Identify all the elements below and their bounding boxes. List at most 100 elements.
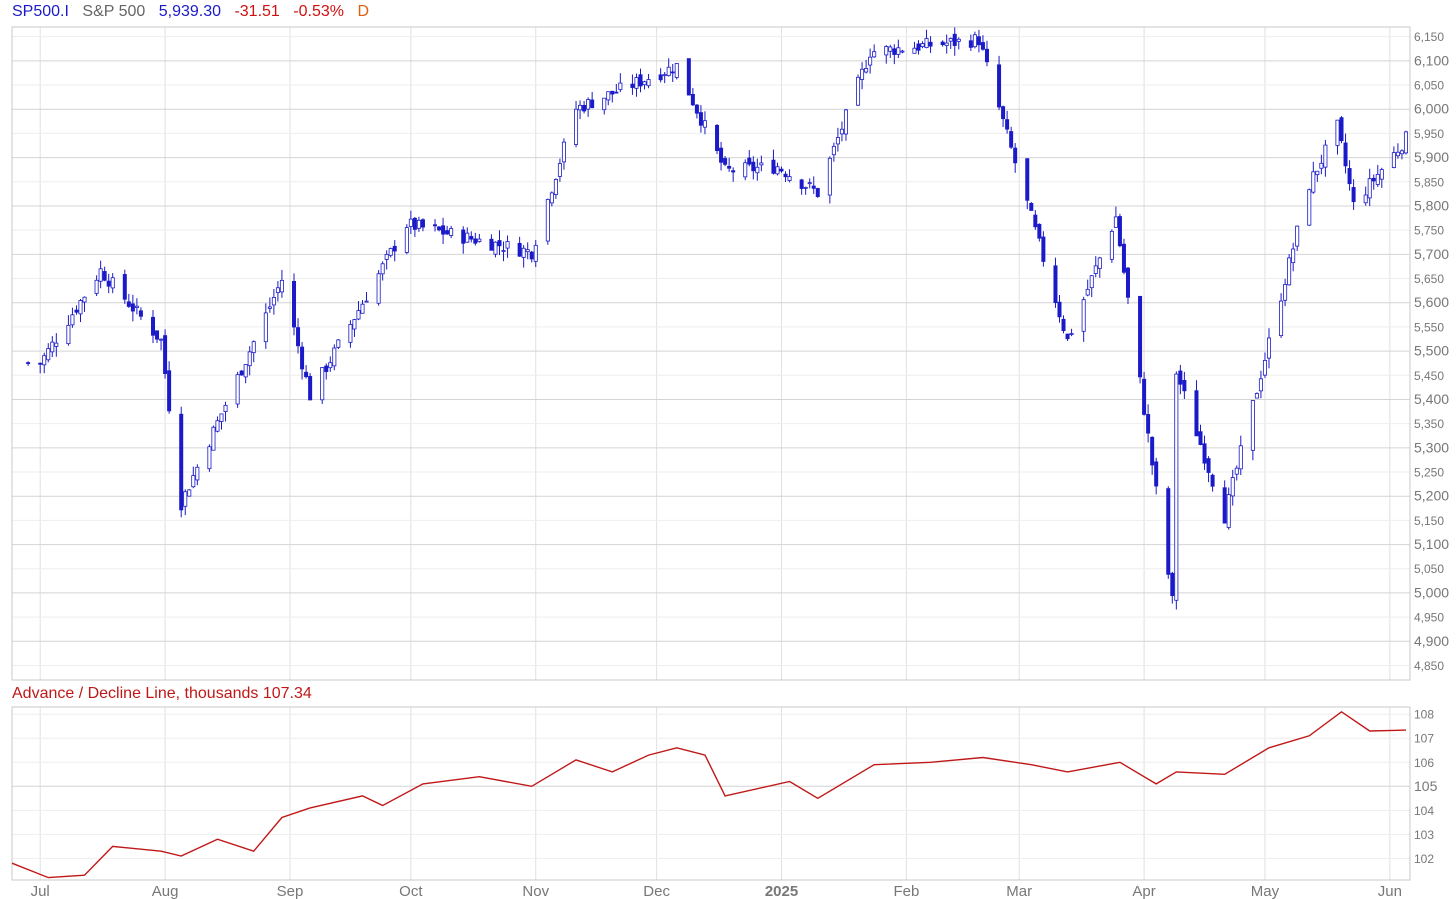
candle-body (1125, 267, 1130, 298)
price-axis-tick-label: 4,850 (1414, 659, 1444, 673)
candle-body (1258, 378, 1263, 392)
candle-body (1307, 189, 1312, 226)
price-axis-tick-label: 5,550 (1414, 320, 1444, 334)
candle-body (106, 280, 111, 287)
candle-body (219, 413, 224, 422)
price-axis-tick-label: 5,700 (1414, 246, 1449, 262)
candle-body (66, 324, 71, 345)
price-axis-tick-label: 5,300 (1414, 439, 1449, 455)
candle-body (856, 76, 861, 106)
candle-body (578, 104, 583, 111)
price-change-pct: -0.53% (293, 3, 344, 20)
candle-body (719, 147, 724, 163)
price-axis-tick-label: 5,800 (1414, 197, 1449, 213)
price-axis-tick-label: 5,750 (1414, 224, 1444, 238)
candle-body (130, 303, 135, 312)
candle-body (408, 218, 413, 227)
candle-body (54, 342, 59, 347)
candle-body (1061, 318, 1066, 332)
ad-axis-tick-label: 104 (1414, 804, 1434, 818)
x-axis-tick-label: Apr (1132, 883, 1155, 899)
candle-body (928, 41, 933, 47)
candle-body (545, 199, 550, 242)
candle-body (304, 371, 309, 378)
candle-body (956, 38, 961, 42)
candle-body (533, 244, 538, 262)
candle-body (1065, 333, 1070, 340)
candle-body (1287, 257, 1292, 286)
price-axis-tick-label: 5,900 (1414, 149, 1449, 165)
candle-body (839, 128, 844, 135)
candle-body (267, 306, 272, 309)
last-price: 5,939.30 (158, 3, 221, 20)
candle-body (1146, 414, 1151, 434)
candle-body (775, 166, 780, 175)
candle-body (980, 42, 985, 50)
candle-body (574, 108, 579, 145)
candle-body (1323, 144, 1328, 168)
x-axis-tick-label: 2025 (765, 883, 798, 899)
candle-body (787, 176, 792, 181)
candle-body (771, 159, 776, 174)
candle-body (610, 90, 615, 95)
candle-body (1339, 117, 1344, 142)
candle-body (505, 241, 510, 249)
candle-body (187, 489, 192, 497)
candle-body (300, 346, 305, 370)
candle-body (449, 228, 454, 236)
candle-body (1005, 119, 1010, 130)
price-axis-tick-label: 5,200 (1414, 488, 1449, 504)
candle-body (1343, 142, 1348, 167)
candle-body (860, 68, 865, 80)
candle-body (239, 370, 244, 376)
ad-axis-tick-label: 108 (1414, 708, 1434, 722)
candle-body (1351, 187, 1356, 203)
price-axis-tick-label: 5,000 (1414, 584, 1449, 600)
ad-axis-tick-label: 103 (1414, 828, 1434, 842)
candle-body (525, 249, 530, 253)
candle-body (98, 268, 103, 282)
candle-body (1097, 257, 1102, 269)
x-axis-tick-label: May (1251, 883, 1280, 899)
price-axis-tick-label: 4,950 (1414, 611, 1444, 625)
price-axis-tick-label: 6,050 (1414, 79, 1444, 93)
candle-body (912, 47, 917, 54)
candle-body (473, 238, 478, 244)
candle-body (892, 48, 897, 55)
candle-body (1206, 458, 1211, 473)
candle-body (1399, 150, 1404, 155)
candle-body (686, 58, 691, 96)
period-label: D (357, 3, 369, 20)
candle-body (751, 161, 756, 172)
candle-body (74, 309, 79, 313)
candle-body (843, 109, 848, 135)
candle-body (336, 339, 341, 348)
x-axis-tick-label: Oct (399, 883, 423, 899)
candle-body (320, 367, 325, 401)
candle-body (1295, 225, 1300, 247)
price-axis-tick-label: 5,250 (1414, 466, 1444, 480)
candle-body (529, 251, 534, 260)
x-axis-tick-label: Mar (1006, 883, 1032, 899)
candle-body (477, 238, 482, 243)
candle-body (1234, 467, 1239, 475)
candle-body (924, 38, 929, 48)
candle-body (614, 91, 619, 94)
candle-body (590, 99, 595, 109)
candle-body (416, 219, 421, 229)
candle-body (759, 162, 764, 166)
candle-body (868, 56, 873, 66)
candle-body (1013, 147, 1018, 164)
candle-body (380, 263, 385, 275)
candle-body (630, 83, 635, 88)
candle-body (1029, 203, 1034, 211)
candle-body (618, 82, 623, 91)
candle-body (296, 327, 301, 347)
candle-body (1009, 131, 1014, 148)
candle-body (815, 188, 820, 197)
candle-body (888, 46, 893, 52)
candle-body (207, 446, 212, 470)
candle-body (352, 319, 357, 330)
candle-body (392, 245, 397, 252)
